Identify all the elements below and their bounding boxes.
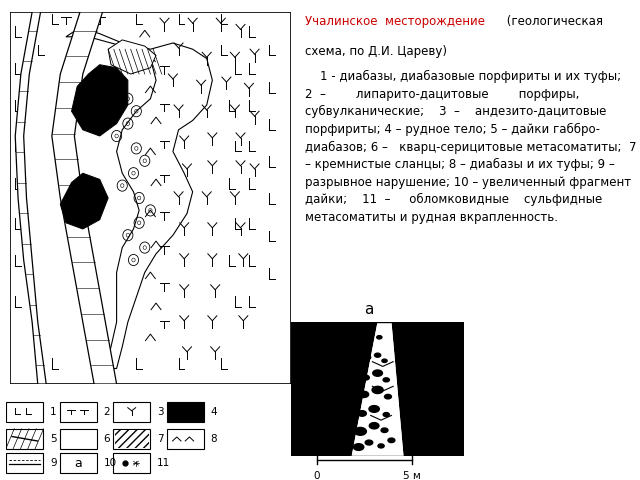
Bar — [6, 429, 43, 449]
Circle shape — [383, 412, 389, 417]
Text: 0: 0 — [314, 471, 321, 480]
Bar — [60, 402, 97, 422]
Polygon shape — [15, 12, 46, 384]
Circle shape — [366, 338, 372, 343]
Bar — [113, 402, 150, 422]
Text: 2: 2 — [104, 407, 110, 417]
Text: 3: 3 — [157, 407, 164, 417]
Text: 1 - диабазы, диабазовые порфириты и их туфы;
2  –        липарито-дацитовые     : 1 - диабазы, диабазовые порфириты и их т… — [305, 70, 636, 224]
Circle shape — [369, 422, 379, 429]
Text: схема, по Д.И. Цареву): схема, по Д.И. Цареву) — [305, 45, 447, 58]
Text: 6: 6 — [104, 434, 110, 444]
Circle shape — [381, 428, 388, 432]
Text: Учалинское  месторождение: Учалинское месторождение — [305, 14, 485, 28]
Bar — [60, 453, 97, 473]
Circle shape — [359, 391, 369, 397]
Text: 4: 4 — [211, 407, 217, 417]
Polygon shape — [66, 27, 212, 369]
Circle shape — [377, 336, 382, 339]
Polygon shape — [52, 12, 116, 384]
Text: 5 м: 5 м — [403, 471, 421, 480]
Circle shape — [365, 440, 372, 445]
Text: 10: 10 — [104, 458, 116, 468]
Circle shape — [374, 353, 381, 357]
Text: 7: 7 — [157, 434, 164, 444]
Bar — [115, 430, 148, 448]
Circle shape — [362, 375, 369, 380]
Bar — [167, 429, 204, 449]
Circle shape — [358, 410, 366, 416]
Circle shape — [378, 444, 384, 448]
Text: 1: 1 — [50, 407, 57, 417]
Bar — [113, 429, 150, 449]
Circle shape — [364, 355, 371, 360]
Polygon shape — [352, 322, 404, 456]
Bar — [6, 402, 43, 422]
Polygon shape — [108, 40, 156, 74]
Polygon shape — [392, 322, 464, 456]
Circle shape — [372, 386, 383, 394]
Bar — [113, 453, 150, 473]
Text: 11: 11 — [157, 458, 170, 468]
Circle shape — [388, 438, 395, 443]
Circle shape — [355, 427, 366, 435]
Bar — [60, 429, 97, 449]
Bar — [6, 453, 43, 473]
Polygon shape — [60, 173, 108, 229]
Bar — [167, 402, 204, 422]
Text: 5: 5 — [50, 434, 57, 444]
Text: a: a — [364, 302, 374, 317]
Polygon shape — [72, 65, 128, 136]
Circle shape — [353, 444, 364, 450]
Text: (геологическая: (геологическая — [504, 14, 604, 28]
Circle shape — [372, 370, 383, 376]
Circle shape — [385, 395, 392, 399]
Text: 8: 8 — [211, 434, 217, 444]
Circle shape — [369, 406, 380, 412]
Polygon shape — [9, 431, 40, 444]
Circle shape — [382, 359, 387, 362]
Text: a: a — [83, 106, 88, 116]
Polygon shape — [291, 322, 378, 456]
Text: a: a — [74, 456, 82, 469]
Text: 9: 9 — [50, 458, 57, 468]
Circle shape — [383, 378, 389, 382]
